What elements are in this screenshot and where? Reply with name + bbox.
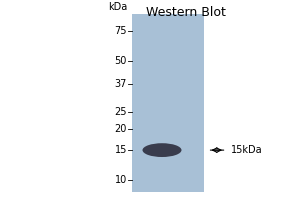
Text: 15kDa: 15kDa [231,145,262,155]
Text: 20: 20 [115,124,127,134]
Text: 37: 37 [115,79,127,89]
Text: kDa: kDa [108,2,127,12]
Text: 15: 15 [115,145,127,155]
Bar [132,14,204,192]
Text: Western Blot: Western Blot [146,6,226,19]
Text: 25: 25 [114,107,127,117]
Text: 50: 50 [115,56,127,66]
Text: 10: 10 [115,175,127,185]
Text: 75: 75 [114,26,127,36]
Ellipse shape [142,143,182,157]
